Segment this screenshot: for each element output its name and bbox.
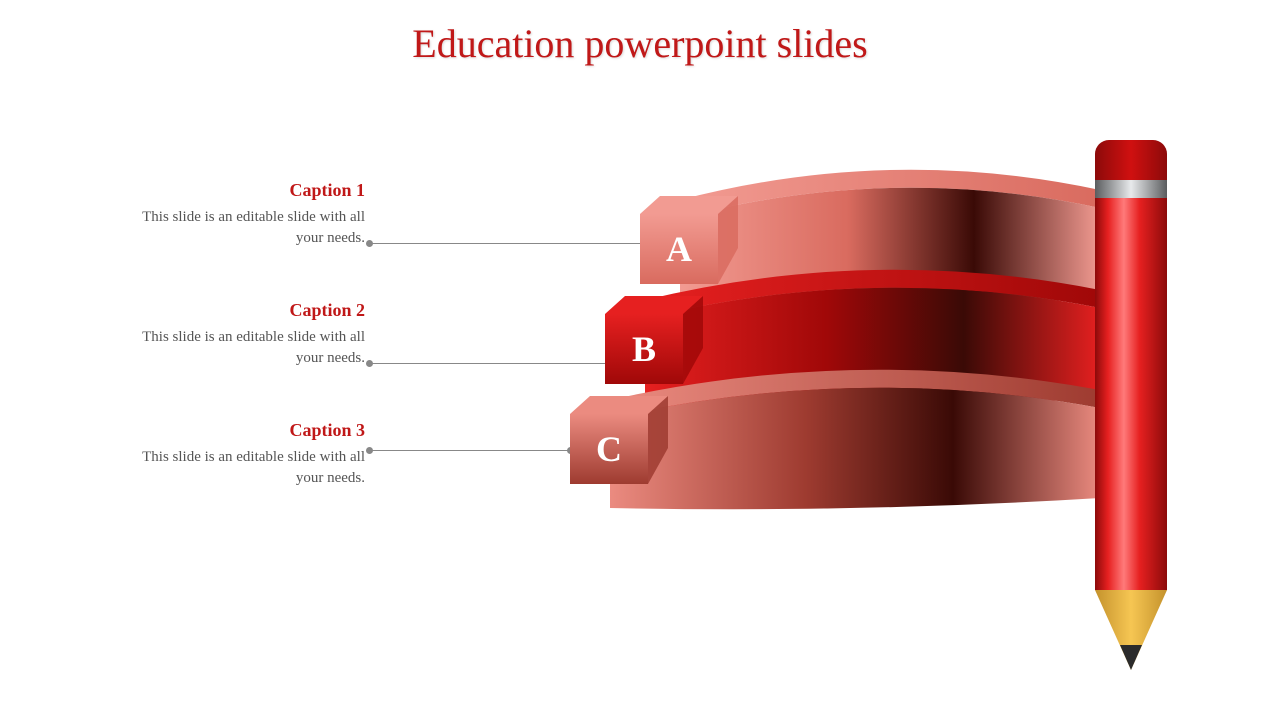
cube-label-0: A: [666, 229, 692, 269]
pencil-tip: [1120, 645, 1142, 670]
caption-text-3: This slide is an editable slide with all…: [135, 447, 365, 489]
caption-text-2: This slide is an editable slide with all…: [135, 327, 365, 369]
slide-title: Education powerpoint slides: [0, 20, 1280, 67]
cube-label-2: C: [596, 429, 622, 469]
pencil-ferrule: [1095, 180, 1167, 198]
pencil-eraser-lower: [1095, 160, 1167, 180]
caption-title-3: Caption 3: [135, 420, 365, 441]
diagram-stage: A B C: [540, 140, 1240, 700]
caption-title-1: Caption 1: [135, 180, 365, 201]
caption-text-1: This slide is an editable slide with all…: [135, 207, 365, 249]
caption-title-2: Caption 2: [135, 300, 365, 321]
diagram-svg: A B C: [540, 140, 1240, 700]
caption-block-2: Caption 2 This slide is an editable slid…: [135, 300, 365, 369]
caption-block-1: Caption 1 This slide is an editable slid…: [135, 180, 365, 249]
arc-front-2: [610, 388, 1100, 510]
cube-label-1: B: [632, 329, 656, 369]
caption-block-3: Caption 3 This slide is an editable slid…: [135, 420, 365, 489]
pencil-body: [1095, 198, 1167, 590]
